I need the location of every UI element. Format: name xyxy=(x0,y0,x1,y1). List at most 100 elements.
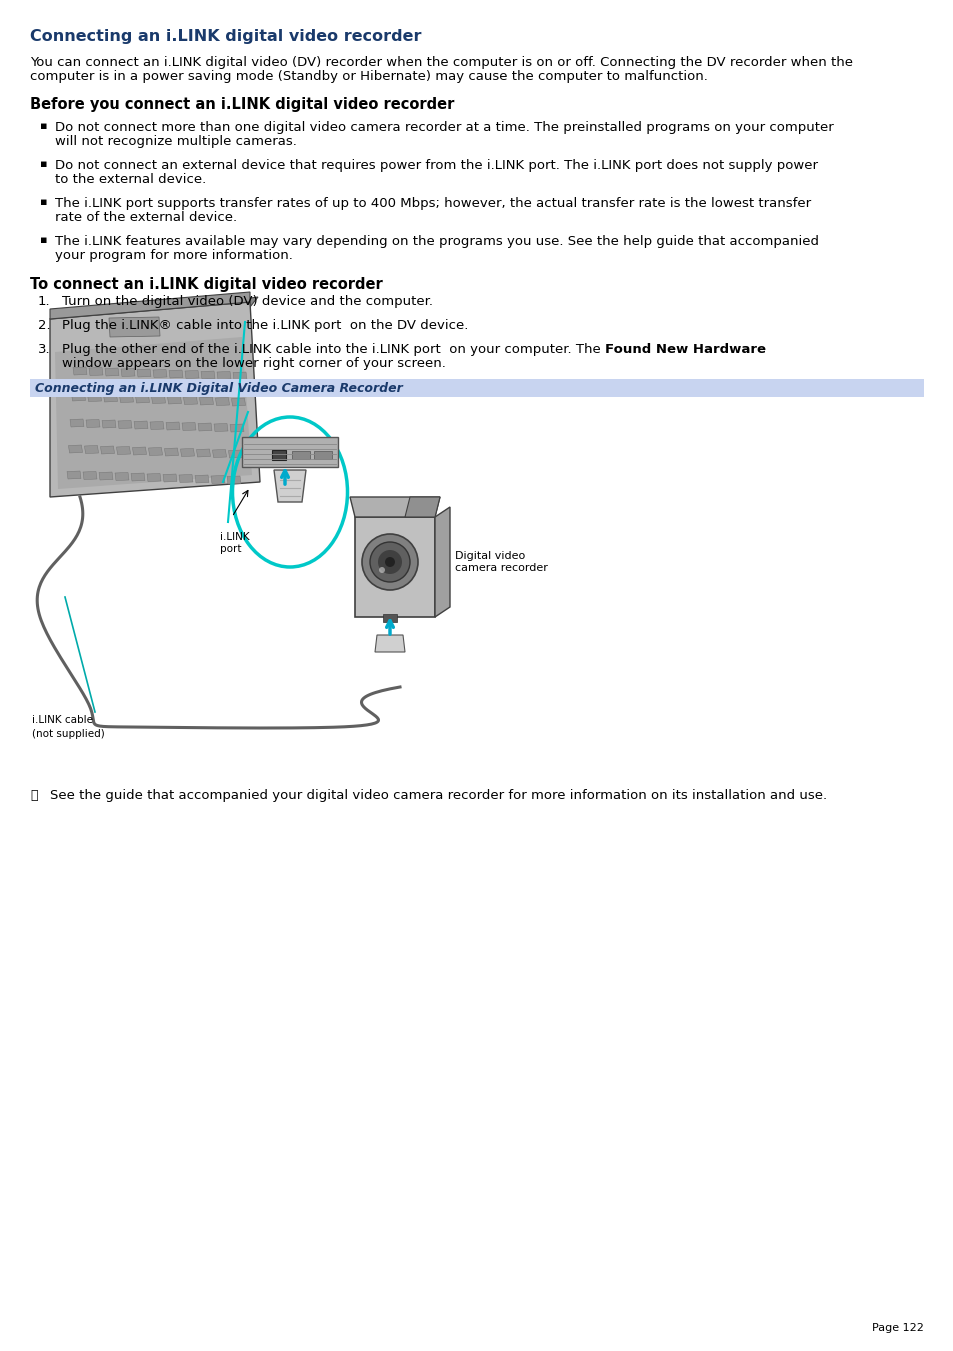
Polygon shape xyxy=(71,393,86,401)
Polygon shape xyxy=(83,471,97,480)
Polygon shape xyxy=(103,394,117,403)
Polygon shape xyxy=(105,367,119,376)
Polygon shape xyxy=(85,446,98,454)
Polygon shape xyxy=(163,474,177,482)
Polygon shape xyxy=(199,397,213,405)
Polygon shape xyxy=(405,497,439,517)
Polygon shape xyxy=(79,322,234,423)
Polygon shape xyxy=(102,420,116,428)
Polygon shape xyxy=(50,292,250,319)
Polygon shape xyxy=(201,372,214,380)
Polygon shape xyxy=(67,471,81,480)
Text: Plug the other end of the i.LINK cable into the i.LINK port  on your computer. T: Plug the other end of the i.LINK cable i… xyxy=(62,343,604,357)
Circle shape xyxy=(361,534,417,590)
Text: Digital video
camera recorder: Digital video camera recorder xyxy=(455,551,547,573)
Polygon shape xyxy=(182,423,195,431)
Polygon shape xyxy=(213,450,226,458)
Polygon shape xyxy=(168,396,181,404)
Text: your program for more information.: your program for more information. xyxy=(55,249,293,262)
Text: Do not connect more than one digital video camera recorder at a time. The preins: Do not connect more than one digital vid… xyxy=(55,122,833,134)
Text: 2.: 2. xyxy=(38,319,51,332)
Polygon shape xyxy=(194,476,209,484)
Text: (not supplied): (not supplied) xyxy=(32,730,105,739)
Text: rate of the external device.: rate of the external device. xyxy=(55,211,237,224)
Polygon shape xyxy=(135,394,150,403)
Polygon shape xyxy=(166,422,180,430)
Text: window appears on the lower right corner of your screen.: window appears on the lower right corner… xyxy=(62,357,445,370)
Polygon shape xyxy=(131,473,145,481)
Text: ▪: ▪ xyxy=(40,159,48,169)
Bar xyxy=(292,451,310,459)
Text: To connect an i.LINK digital video recorder: To connect an i.LINK digital video recor… xyxy=(30,277,382,292)
Text: Plug the i.LINK® cable into the i.LINK port  on the DV device.: Plug the i.LINK® cable into the i.LINK p… xyxy=(62,319,468,332)
Polygon shape xyxy=(133,422,148,430)
Polygon shape xyxy=(164,449,178,457)
Polygon shape xyxy=(152,370,167,377)
Polygon shape xyxy=(233,372,247,380)
Bar xyxy=(30,380,923,397)
Bar xyxy=(272,450,286,459)
Bar xyxy=(314,451,332,459)
Circle shape xyxy=(377,550,401,574)
Polygon shape xyxy=(89,367,103,376)
Circle shape xyxy=(370,542,410,582)
Polygon shape xyxy=(60,307,250,432)
Polygon shape xyxy=(132,447,147,455)
Text: to the external device.: to the external device. xyxy=(55,173,206,186)
Circle shape xyxy=(378,567,385,573)
Polygon shape xyxy=(55,336,252,489)
Text: i.LINK cable: i.LINK cable xyxy=(32,715,92,725)
Polygon shape xyxy=(71,315,242,427)
Polygon shape xyxy=(355,517,435,617)
Polygon shape xyxy=(274,470,306,503)
Polygon shape xyxy=(150,422,164,430)
Polygon shape xyxy=(216,372,231,380)
Polygon shape xyxy=(152,396,165,404)
Polygon shape xyxy=(86,420,100,427)
Polygon shape xyxy=(73,367,87,376)
Polygon shape xyxy=(69,444,82,453)
Text: i.LINK
port: i.LINK port xyxy=(220,532,250,554)
Text: See the guide that accompanied your digital video camera recorder for more infor: See the guide that accompanied your digi… xyxy=(50,789,826,802)
Polygon shape xyxy=(70,419,84,427)
Text: You can connect an i.LINK digital video (DV) recorder when the computer is on or: You can connect an i.LINK digital video … xyxy=(30,55,852,69)
Text: 3.: 3. xyxy=(38,343,51,357)
Polygon shape xyxy=(179,474,193,482)
Text: The i.LINK features available may vary depending on the programs you use. See th: The i.LINK features available may vary d… xyxy=(55,235,818,249)
Circle shape xyxy=(385,557,395,567)
Polygon shape xyxy=(119,394,133,403)
Text: computer is in a power saving mode (Standby or Hibernate) may cause the computer: computer is in a power saving mode (Stan… xyxy=(30,70,707,82)
Polygon shape xyxy=(230,424,244,432)
Text: Found New Hardware: Found New Hardware xyxy=(604,343,765,357)
Text: Page 122: Page 122 xyxy=(871,1323,923,1333)
Polygon shape xyxy=(50,303,260,497)
Polygon shape xyxy=(185,370,199,378)
Text: 1.: 1. xyxy=(38,295,51,308)
Polygon shape xyxy=(147,473,161,481)
Polygon shape xyxy=(88,393,101,401)
Polygon shape xyxy=(198,423,212,431)
Polygon shape xyxy=(229,450,242,458)
Polygon shape xyxy=(99,471,112,480)
Text: The i.LINK port supports transfer rates of up to 400 Mbps; however, the actual t: The i.LINK port supports transfer rates … xyxy=(55,197,810,209)
Bar xyxy=(30,397,923,767)
Polygon shape xyxy=(137,369,151,377)
Polygon shape xyxy=(227,476,241,484)
Polygon shape xyxy=(109,317,160,336)
Polygon shape xyxy=(196,449,211,457)
Polygon shape xyxy=(55,297,257,332)
Text: Before you connect an i.LINK digital video recorder: Before you connect an i.LINK digital vid… xyxy=(30,97,454,112)
Polygon shape xyxy=(100,446,114,454)
Polygon shape xyxy=(232,399,245,407)
Text: will not recognize multiple cameras.: will not recognize multiple cameras. xyxy=(55,135,296,149)
Bar xyxy=(382,613,396,621)
Polygon shape xyxy=(242,436,337,467)
Text: Do not connect an external device that requires power from the i.LINK port. The : Do not connect an external device that r… xyxy=(55,159,817,172)
Polygon shape xyxy=(180,449,194,457)
Polygon shape xyxy=(375,635,405,653)
Polygon shape xyxy=(211,476,225,484)
Polygon shape xyxy=(116,446,131,454)
Polygon shape xyxy=(169,370,183,378)
Text: Connecting an i.LINK Digital Video Camera Recorder: Connecting an i.LINK Digital Video Camer… xyxy=(35,382,402,394)
Polygon shape xyxy=(149,447,162,455)
